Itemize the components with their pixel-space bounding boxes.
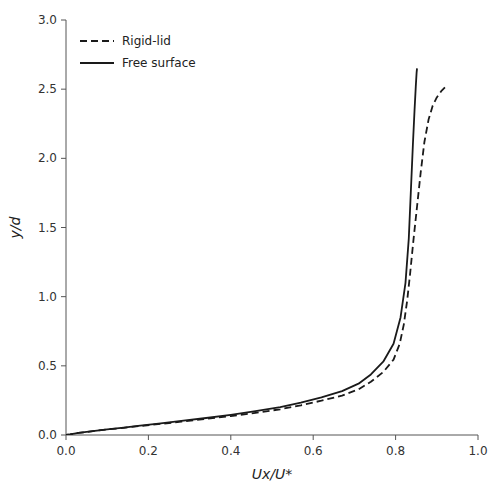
x-tick [395,435,396,440]
y-tick [61,227,66,228]
legend-label: Rigid-lid [122,34,171,48]
series-line [66,86,446,435]
y-tick-label: 1.0 [38,290,57,304]
y-tick-label: 0.0 [38,428,57,442]
legend-swatch [80,40,114,42]
x-tick [148,435,149,440]
x-axis-line [66,435,478,436]
x-tick-label: 0.6 [304,444,323,458]
x-tick-label: 0.4 [221,444,240,458]
y-tick [61,435,66,436]
y-tick [61,89,66,90]
y-tick-label: 0.5 [38,359,57,373]
chart: 0.0 0.2 0.4 0.6 0.8 1.0 0.0 0.5 1.0 1.5 2.0 2.5 3.0 U… [0,0,500,493]
x-tick [478,435,479,440]
y-tick [61,20,66,21]
x-tick [313,435,314,440]
y-tick [61,365,66,366]
y-tick [61,296,66,297]
legend: Rigid-lid Free surface [80,34,196,70]
legend-swatch [80,62,114,64]
y-tick-label: 2.5 [38,82,57,96]
y-tick [61,158,66,159]
x-axis-label: Ux/U* [252,466,293,482]
series-line [66,68,417,435]
x-tick-label: 0.8 [386,444,405,458]
x-tick-label: 1.0 [468,444,487,458]
x-tick-label: 0.2 [139,444,158,458]
x-tick [66,435,67,440]
y-tick-label: 2.0 [38,151,57,165]
x-tick-label: 0.0 [56,444,75,458]
axes: 0.0 0.2 0.4 0.6 0.8 1.0 0.0 0.5 1.0 1.5 2.0 2.5 3.0 [38,13,488,458]
background [0,0,500,493]
y-tick-label: 3.0 [38,13,57,27]
y-axis-label: y/d [7,216,23,239]
lines [66,68,446,435]
x-tick [230,435,231,440]
y-tick-label: 1.5 [38,221,57,235]
legend-label: Free surface [122,56,196,70]
